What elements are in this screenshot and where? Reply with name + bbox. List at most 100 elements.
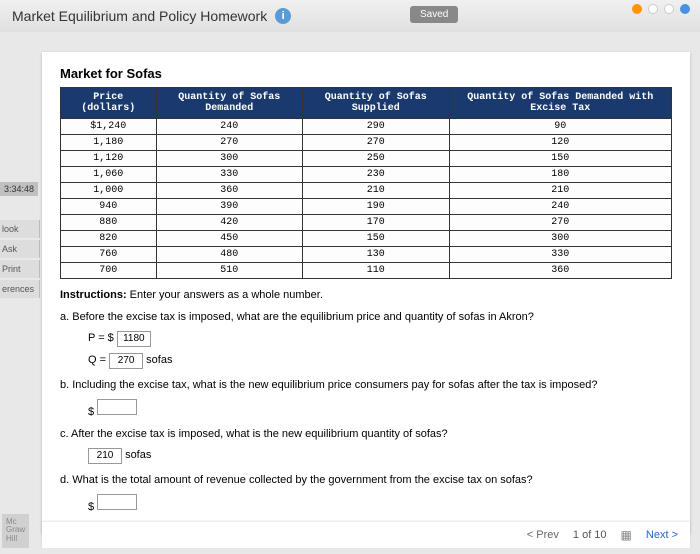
input-c[interactable]: 210 bbox=[88, 448, 122, 464]
input-b[interactable] bbox=[97, 399, 137, 415]
dot-blue bbox=[680, 4, 690, 14]
table-cell: 300 bbox=[449, 231, 672, 247]
table-row: 940390190240 bbox=[61, 199, 672, 215]
content-page: Market for Sofas Price (dollars) Quantit… bbox=[42, 52, 690, 533]
title-bar: Market Equilibrium and Policy Homework i… bbox=[0, 0, 700, 32]
table-row: 820450150300 bbox=[61, 231, 672, 247]
question-b: b. Including the excise tax, what is the… bbox=[60, 379, 672, 391]
answer-d: $ bbox=[88, 494, 672, 513]
table-cell: 940 bbox=[61, 199, 157, 215]
table-cell: 270 bbox=[156, 135, 303, 151]
answer-a-p: P = $ 1180 bbox=[88, 331, 672, 347]
p-prefix: P = $ bbox=[88, 332, 114, 344]
next-button[interactable]: Next > bbox=[646, 529, 678, 541]
table-title: Market for Sofas bbox=[60, 66, 672, 81]
answer-c: 210 sofas bbox=[88, 448, 672, 464]
table-row: 1,180270270120 bbox=[61, 135, 672, 151]
table-cell: 820 bbox=[61, 231, 157, 247]
col-supplied: Quantity of Sofas Supplied bbox=[303, 88, 450, 119]
b-prefix: $ bbox=[88, 406, 94, 418]
page-indicator: 1 of 10 bbox=[573, 529, 607, 541]
col-demanded: Quantity of Sofas Demanded bbox=[156, 88, 303, 119]
answer-a-q: Q = 270 sofas bbox=[88, 353, 672, 369]
table-row: 1,120300250150 bbox=[61, 151, 672, 167]
table-cell: 1,180 bbox=[61, 135, 157, 151]
left-sidebar: look Ask Print erences bbox=[0, 220, 40, 300]
prev-button[interactable]: < Prev bbox=[527, 529, 559, 541]
sidebar-tab-print[interactable]: Print bbox=[0, 260, 40, 278]
instructions-text: Enter your answers as a whole number. bbox=[127, 289, 323, 301]
table-cell: 450 bbox=[156, 231, 303, 247]
grid-icon[interactable]: ▦ bbox=[621, 528, 632, 542]
table-row: 760480130330 bbox=[61, 247, 672, 263]
dot-orange bbox=[632, 4, 642, 14]
table-cell: 130 bbox=[303, 247, 450, 263]
sidebar-tab-references[interactable]: erences bbox=[0, 280, 40, 298]
table-cell: 420 bbox=[156, 215, 303, 231]
table-cell: 190 bbox=[303, 199, 450, 215]
table-cell: 330 bbox=[156, 167, 303, 183]
footer-nav: < Prev 1 of 10 ▦ Next > bbox=[42, 522, 690, 548]
question-a: a. Before the excise tax is imposed, wha… bbox=[60, 311, 672, 323]
table-cell: 360 bbox=[156, 183, 303, 199]
table-cell: 170 bbox=[303, 215, 450, 231]
table-cell: $1,240 bbox=[61, 119, 157, 135]
input-d[interactable] bbox=[97, 494, 137, 510]
saved-badge: Saved bbox=[410, 6, 458, 23]
window-dots bbox=[632, 4, 690, 14]
sofas-table: Price (dollars) Quantity of Sofas Demand… bbox=[60, 87, 672, 279]
question-c: c. After the excise tax is imposed, what… bbox=[60, 428, 672, 440]
input-a-p[interactable]: 1180 bbox=[117, 331, 151, 347]
table-cell: 230 bbox=[303, 167, 450, 183]
dot-white bbox=[664, 4, 674, 14]
instructions: Instructions: Enter your answers as a wh… bbox=[60, 289, 672, 301]
table-cell: 120 bbox=[449, 135, 672, 151]
table-row: 880420170270 bbox=[61, 215, 672, 231]
instructions-label: Instructions: bbox=[60, 289, 127, 301]
sidebar-tab-ask[interactable]: Ask bbox=[0, 240, 40, 258]
q-unit: sofas bbox=[146, 354, 172, 366]
table-cell: 150 bbox=[303, 231, 450, 247]
document-title: Market Equilibrium and Policy Homework bbox=[12, 8, 267, 24]
table-cell: 360 bbox=[449, 263, 672, 279]
table-cell: 290 bbox=[303, 119, 450, 135]
table-cell: 510 bbox=[156, 263, 303, 279]
table-cell: 1,000 bbox=[61, 183, 157, 199]
table-row: 1,000360210210 bbox=[61, 183, 672, 199]
table-cell: 1,120 bbox=[61, 151, 157, 167]
table-cell: 880 bbox=[61, 215, 157, 231]
d-prefix: $ bbox=[88, 501, 94, 513]
table-cell: 210 bbox=[303, 183, 450, 199]
table-cell: 90 bbox=[449, 119, 672, 135]
table-cell: 210 bbox=[449, 183, 672, 199]
table-row: 1,060330230180 bbox=[61, 167, 672, 183]
logo-line: Hill bbox=[6, 535, 25, 544]
q-prefix: Q = bbox=[88, 354, 106, 366]
sidebar-tab-ebook[interactable]: look bbox=[0, 220, 40, 238]
publisher-logo: Mc Graw Hill bbox=[2, 514, 29, 548]
table-cell: 240 bbox=[449, 199, 672, 215]
table-cell: 180 bbox=[449, 167, 672, 183]
c-unit: sofas bbox=[125, 449, 151, 461]
col-demanded-tax: Quantity of Sofas Demanded with Excise T… bbox=[449, 88, 672, 119]
col-price: Price (dollars) bbox=[61, 88, 157, 119]
table-cell: 110 bbox=[303, 263, 450, 279]
table-cell: 240 bbox=[156, 119, 303, 135]
table-cell: 270 bbox=[303, 135, 450, 151]
table-cell: 330 bbox=[449, 247, 672, 263]
table-cell: 1,060 bbox=[61, 167, 157, 183]
table-cell: 270 bbox=[449, 215, 672, 231]
table-cell: 250 bbox=[303, 151, 450, 167]
table-cell: 480 bbox=[156, 247, 303, 263]
input-a-q[interactable]: 270 bbox=[109, 353, 143, 369]
dot-white bbox=[648, 4, 658, 14]
table-row: 700510110360 bbox=[61, 263, 672, 279]
table-cell: 300 bbox=[156, 151, 303, 167]
timer: 3:34:48 bbox=[0, 182, 38, 196]
question-d: d. What is the total amount of revenue c… bbox=[60, 474, 672, 486]
table-row: $1,24024029090 bbox=[61, 119, 672, 135]
table-cell: 390 bbox=[156, 199, 303, 215]
info-icon[interactable]: i bbox=[275, 8, 291, 24]
answer-b: $ bbox=[88, 399, 672, 418]
table-cell: 760 bbox=[61, 247, 157, 263]
